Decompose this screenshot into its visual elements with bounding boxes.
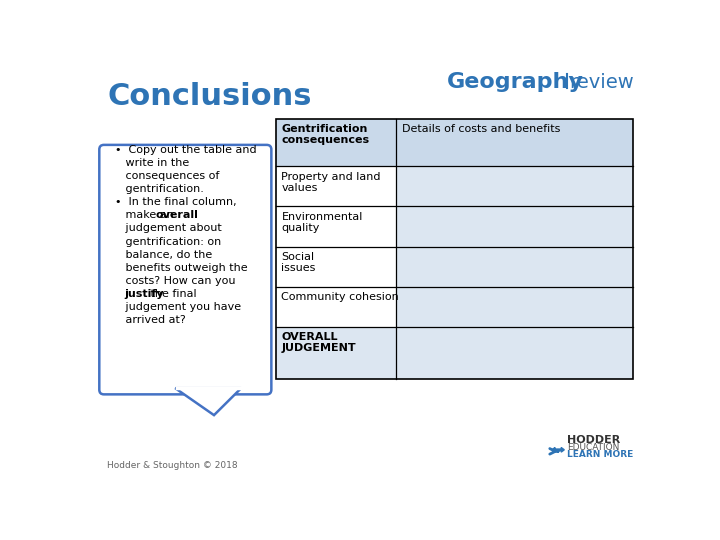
FancyBboxPatch shape — [396, 287, 632, 327]
FancyBboxPatch shape — [396, 206, 632, 247]
Text: OVERALL: OVERALL — [282, 332, 338, 342]
FancyBboxPatch shape — [276, 119, 632, 166]
Text: •  Copy out the table and: • Copy out the table and — [114, 145, 256, 155]
Text: issues: issues — [282, 262, 316, 273]
Text: gentrification.: gentrification. — [114, 184, 204, 194]
Polygon shape — [552, 448, 564, 452]
Text: •  In the final column,: • In the final column, — [114, 197, 236, 207]
Text: judgement you have: judgement you have — [114, 302, 241, 312]
Text: review: review — [570, 72, 634, 91]
Text: Property and land: Property and land — [282, 172, 381, 182]
Text: judgement about: judgement about — [114, 224, 222, 233]
FancyBboxPatch shape — [276, 166, 396, 206]
FancyBboxPatch shape — [276, 247, 396, 287]
Text: consequences of: consequences of — [114, 171, 219, 181]
Text: values: values — [282, 183, 318, 193]
Text: LEARN MORE: LEARN MORE — [567, 450, 634, 459]
FancyBboxPatch shape — [396, 166, 632, 206]
FancyBboxPatch shape — [276, 287, 396, 327]
FancyBboxPatch shape — [396, 247, 632, 287]
Text: balance, do the: balance, do the — [114, 249, 212, 260]
Text: arrived at?: arrived at? — [114, 315, 186, 325]
Text: the final: the final — [148, 289, 197, 299]
Text: Hodder & Stoughton © 2018: Hodder & Stoughton © 2018 — [107, 461, 238, 470]
Text: EDUCATION: EDUCATION — [567, 443, 620, 452]
Text: Geography: Geography — [446, 72, 583, 92]
Text: consequences: consequences — [282, 135, 369, 145]
FancyBboxPatch shape — [99, 145, 271, 394]
Text: write in the: write in the — [114, 158, 189, 168]
Text: gentrification: on: gentrification: on — [114, 237, 221, 246]
Text: benefits outweigh the: benefits outweigh the — [114, 262, 248, 273]
Text: Gentrification: Gentrification — [282, 124, 368, 134]
Text: make an: make an — [114, 211, 177, 220]
Text: Details of costs and benefits: Details of costs and benefits — [402, 124, 560, 134]
Text: Conclusions: Conclusions — [107, 82, 312, 111]
FancyBboxPatch shape — [276, 327, 396, 379]
Text: justify: justify — [124, 289, 163, 299]
Text: overall: overall — [155, 211, 198, 220]
Text: Social: Social — [282, 252, 315, 262]
FancyBboxPatch shape — [276, 206, 396, 247]
Text: costs? How can you: costs? How can you — [114, 276, 235, 286]
Text: HODDER: HODDER — [567, 435, 621, 445]
Text: quality: quality — [282, 222, 320, 233]
Text: Environmental: Environmental — [282, 212, 363, 222]
Polygon shape — [175, 388, 241, 415]
Text: JUDGEMENT: JUDGEMENT — [282, 343, 356, 353]
FancyBboxPatch shape — [396, 327, 632, 379]
Text: Community cohesion: Community cohesion — [282, 292, 399, 302]
